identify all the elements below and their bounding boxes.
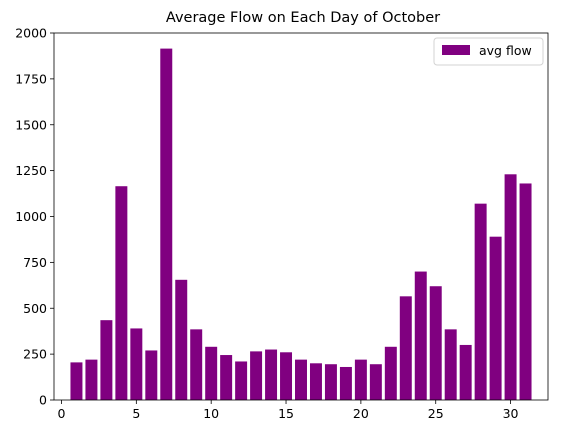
x-tick-label: 0 (58, 406, 66, 421)
bar-day-19 (339, 366, 352, 400)
x-tick-label: 30 (503, 406, 519, 421)
legend-label: avg flow (479, 43, 532, 58)
y-tick-label: 1500 (15, 117, 47, 132)
x-tick-label: 5 (132, 406, 140, 421)
x-tick-label: 25 (428, 406, 444, 421)
plot-frame (53, 32, 549, 401)
bar-day-1 (70, 362, 83, 400)
bar-day-4 (115, 186, 128, 400)
bar-day-12 (235, 361, 248, 400)
bar-day-27 (459, 344, 472, 400)
y-tick-label: 250 (23, 347, 47, 362)
bar-day-24 (414, 271, 427, 400)
bar-day-11 (220, 355, 233, 400)
bar-day-3 (100, 320, 113, 400)
bar-day-9 (190, 329, 203, 400)
bar-day-22 (384, 346, 397, 400)
y-axis-ticks: 0 250 500 750 1000 1250 1500 1750 2000 (15, 26, 54, 408)
bar-day-7 (160, 48, 173, 400)
chart-title: Average Flow on Each Day of October (166, 10, 440, 26)
y-tick-label: 1750 (15, 71, 47, 86)
y-tick-label: 500 (23, 301, 47, 316)
y-tick-label: 750 (23, 255, 47, 270)
legend-swatch (442, 45, 470, 55)
y-tick-label: 2000 (15, 26, 47, 41)
bar-day-15 (280, 352, 293, 400)
bar-day-31 (519, 183, 532, 400)
bar-day-17 (309, 363, 322, 400)
legend-frame (433, 37, 544, 66)
bar-day-20 (354, 359, 367, 400)
bar-day-18 (324, 364, 337, 400)
x-tick-label: 20 (353, 406, 369, 421)
bar-day-5 (130, 328, 143, 400)
bar-day-16 (295, 359, 307, 400)
y-tick-label: 0 (39, 393, 47, 408)
axes (53, 32, 549, 401)
bar-day-30 (504, 174, 517, 400)
x-tick-label: 10 (203, 406, 219, 421)
bar-day-13 (250, 351, 263, 400)
bar-day-28 (474, 203, 487, 400)
bar-day-29 (489, 236, 502, 400)
x-tick-label: 15 (278, 406, 294, 421)
x-axis-ticks: 0 5 10 15 20 25 30 (58, 400, 519, 421)
bar-day-8 (175, 279, 188, 400)
bar-day-26 (444, 329, 457, 400)
bar-day-2 (85, 359, 98, 400)
bar-day-6 (145, 350, 158, 400)
bar-day-14 (265, 349, 278, 400)
bar-day-10 (205, 346, 218, 400)
legend: avg flow (433, 37, 544, 66)
y-tick-label: 1000 (15, 209, 47, 224)
bar-day-25 (429, 286, 442, 400)
bar-day-21 (369, 364, 382, 400)
y-tick-label: 1250 (15, 163, 47, 178)
bars-group (70, 48, 532, 400)
bar-day-23 (399, 296, 412, 400)
